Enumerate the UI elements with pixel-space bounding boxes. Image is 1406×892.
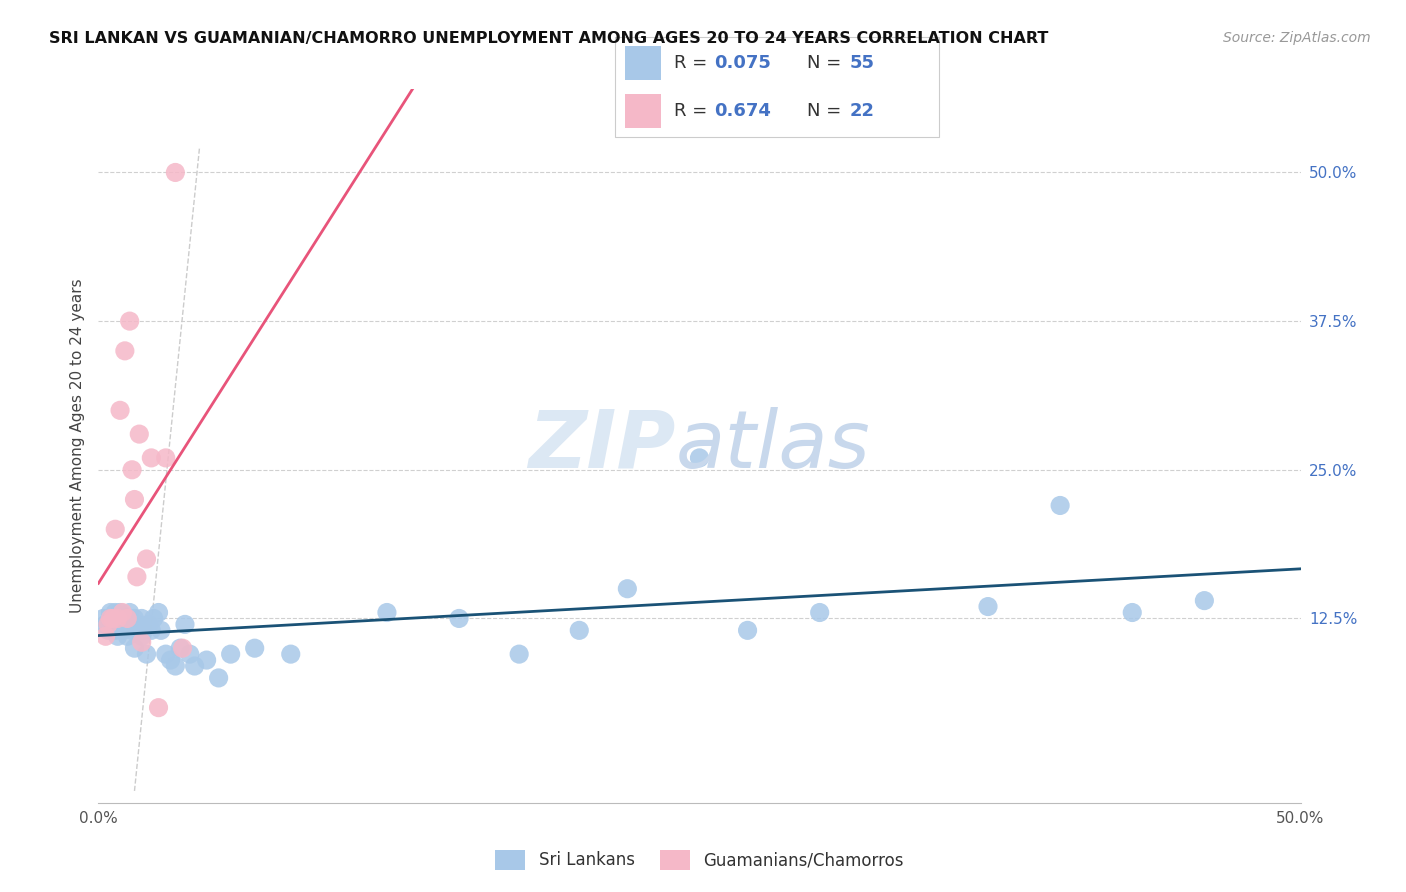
Text: N =: N = [807,54,846,72]
Point [243,641,266,656]
Point [183,659,205,673]
Point [808,606,831,620]
Point [737,624,759,638]
Point [148,700,170,714]
Point [135,552,157,566]
FancyBboxPatch shape [614,37,939,137]
Point [104,624,127,638]
Point [135,647,157,661]
Text: 0.075: 0.075 [714,54,770,72]
Point [107,629,129,643]
Point [148,606,170,620]
Point [165,659,187,673]
Point [107,611,129,625]
Point [131,611,153,625]
Point [124,641,146,656]
Point [125,617,148,632]
Point [195,653,218,667]
Point [108,606,131,620]
Point [104,522,127,536]
Point [1049,499,1071,513]
Point [165,165,187,179]
Point [111,606,134,620]
Point [124,492,146,507]
Point [104,606,127,620]
Point [131,629,153,643]
Point [128,427,150,442]
Legend: Sri Lankans, Guamanians/Chamorros: Sri Lankans, Guamanians/Chamorros [489,843,910,877]
Point [118,617,141,632]
Point [1194,593,1216,607]
Point [100,611,122,625]
Point [977,599,1000,614]
Point [101,611,124,625]
Point [108,403,131,417]
Point [208,671,231,685]
Point [447,611,470,625]
Text: Source: ZipAtlas.com: Source: ZipAtlas.com [1223,31,1371,45]
Point [114,611,136,625]
Point [616,582,638,596]
Text: 0.674: 0.674 [714,102,770,120]
Text: R =: R = [675,102,713,120]
Point [1121,606,1143,620]
Point [155,450,177,465]
Point [125,570,148,584]
Text: R =: R = [675,54,713,72]
Text: SRI LANKAN VS GUAMANIAN/CHAMORRO UNEMPLOYMENT AMONG AGES 20 TO 24 YEARS CORRELAT: SRI LANKAN VS GUAMANIAN/CHAMORRO UNEMPLO… [49,31,1049,46]
Text: atlas: atlas [675,407,870,485]
Point [280,647,302,661]
Point [375,606,398,620]
Text: ZIP: ZIP [529,407,675,485]
Point [94,617,117,632]
Point [174,617,197,632]
Point [97,617,120,632]
Point [111,611,134,625]
Text: N =: N = [807,102,846,120]
Point [568,624,591,638]
Point [219,647,242,661]
Point [155,647,177,661]
Point [179,647,201,661]
Point [97,624,120,638]
Point [128,624,150,638]
Point [107,611,129,625]
Point [172,641,194,656]
Point [118,314,141,328]
Point [508,647,530,661]
Point [149,624,172,638]
Point [117,611,139,625]
Point [124,611,146,625]
Point [132,624,155,638]
Point [111,624,134,638]
Point [121,463,143,477]
Point [138,617,160,632]
Point [121,624,143,638]
FancyBboxPatch shape [624,46,661,79]
Point [141,450,163,465]
Point [142,611,165,625]
Y-axis label: Unemployment Among Ages 20 to 24 years: Unemployment Among Ages 20 to 24 years [69,278,84,614]
Point [159,653,181,667]
Point [169,641,191,656]
Point [94,629,117,643]
Point [91,611,114,625]
Point [101,611,124,625]
Point [131,635,153,649]
Point [108,617,131,632]
Text: 22: 22 [849,102,875,120]
Point [114,343,136,358]
Point [117,629,139,643]
Point [100,606,122,620]
Point [141,624,163,638]
Point [118,606,141,620]
Point [689,450,711,465]
Text: 55: 55 [849,54,875,72]
FancyBboxPatch shape [624,95,661,128]
